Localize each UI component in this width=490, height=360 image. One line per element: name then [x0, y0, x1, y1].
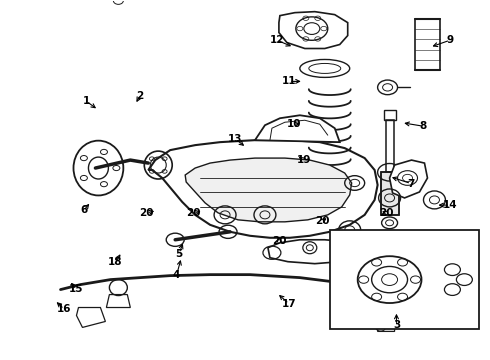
Polygon shape [371, 289, 394, 332]
Polygon shape [148, 140, 378, 238]
Text: 20: 20 [379, 208, 394, 218]
Polygon shape [185, 158, 352, 222]
Polygon shape [279, 12, 348, 49]
Text: 8: 8 [420, 121, 427, 131]
Text: 2: 2 [136, 91, 144, 101]
Text: 14: 14 [443, 200, 458, 210]
Text: 18: 18 [108, 257, 123, 267]
Bar [381, 172, 398, 215]
Text: 4: 4 [173, 270, 180, 280]
Text: 7: 7 [408, 179, 415, 189]
Bar [330, 230, 479, 329]
Text: 10: 10 [287, 120, 301, 129]
Text: 15: 15 [69, 284, 84, 294]
Text: 1: 1 [83, 96, 90, 106]
Text: 20: 20 [187, 208, 201, 218]
Bar [415, 19, 441, 71]
Polygon shape [255, 115, 340, 142]
Text: 16: 16 [57, 304, 72, 314]
Bar [386, 120, 393, 172]
Text: 6: 6 [80, 206, 87, 216]
Text: 11: 11 [282, 76, 296, 86]
Text: 13: 13 [228, 134, 243, 144]
Text: 20: 20 [272, 236, 287, 246]
Text: 5: 5 [175, 248, 183, 258]
Polygon shape [106, 294, 130, 307]
Bar [384, 110, 395, 120]
Text: 19: 19 [296, 155, 311, 165]
Polygon shape [76, 307, 105, 328]
Polygon shape [390, 160, 427, 198]
Text: 20: 20 [139, 208, 153, 218]
Polygon shape [268, 240, 362, 264]
Bar [381, 172, 398, 215]
Text: 3: 3 [393, 320, 400, 330]
Text: 17: 17 [282, 299, 296, 309]
Text: 20: 20 [315, 216, 329, 226]
Text: 12: 12 [270, 35, 284, 45]
Text: 9: 9 [447, 35, 454, 45]
